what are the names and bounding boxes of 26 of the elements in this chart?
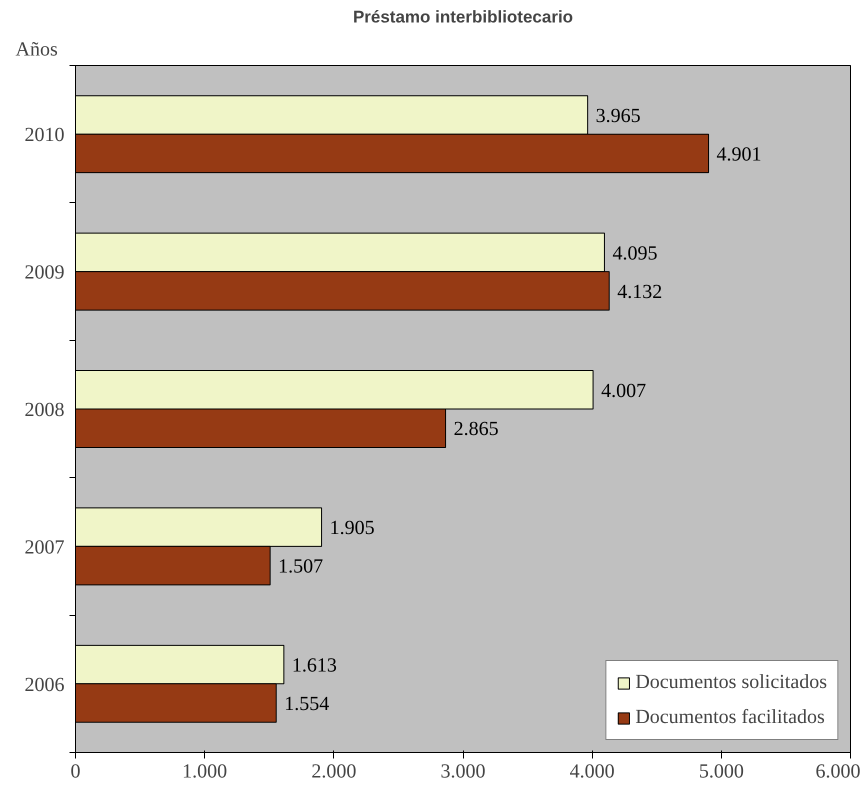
data-label: 3.965 <box>596 104 641 127</box>
y-tick-label: 2010 <box>24 124 64 146</box>
x-tick-label: 1.000 <box>182 760 228 782</box>
y-axis-title: Años <box>16 38 58 60</box>
x-tick-label: 5.000 <box>698 760 744 782</box>
y-tick-label: 2007 <box>24 536 64 558</box>
data-label: 4.095 <box>612 242 658 264</box>
data-label: 4.901 <box>716 143 762 166</box>
data-label: 1.905 <box>330 517 375 540</box>
data-label: 4.007 <box>601 380 646 402</box>
y-tick-label: 2006 <box>24 674 64 696</box>
x-tick-label: 2.000 <box>311 760 356 782</box>
y-tick-label: 2009 <box>24 262 64 284</box>
data-label: 1.554 <box>284 693 330 716</box>
data-label: 1.613 <box>292 654 337 677</box>
legend-label: Documentos solicitados <box>635 671 827 694</box>
legend-label: Documentos facilitados <box>635 706 825 729</box>
y-tick-label: 2008 <box>24 399 64 421</box>
x-tick-label: 0 <box>70 760 80 782</box>
x-tick-label: 3.000 <box>440 760 486 782</box>
data-label: 1.507 <box>278 556 324 578</box>
chart-title: Préstamo interbibliotecario <box>352 8 574 26</box>
x-tick-label: 6.000 <box>816 760 860 782</box>
data-label: 4.132 <box>617 280 662 303</box>
data-label: 2.865 <box>454 418 499 440</box>
x-tick-label: 4.000 <box>570 760 615 782</box>
